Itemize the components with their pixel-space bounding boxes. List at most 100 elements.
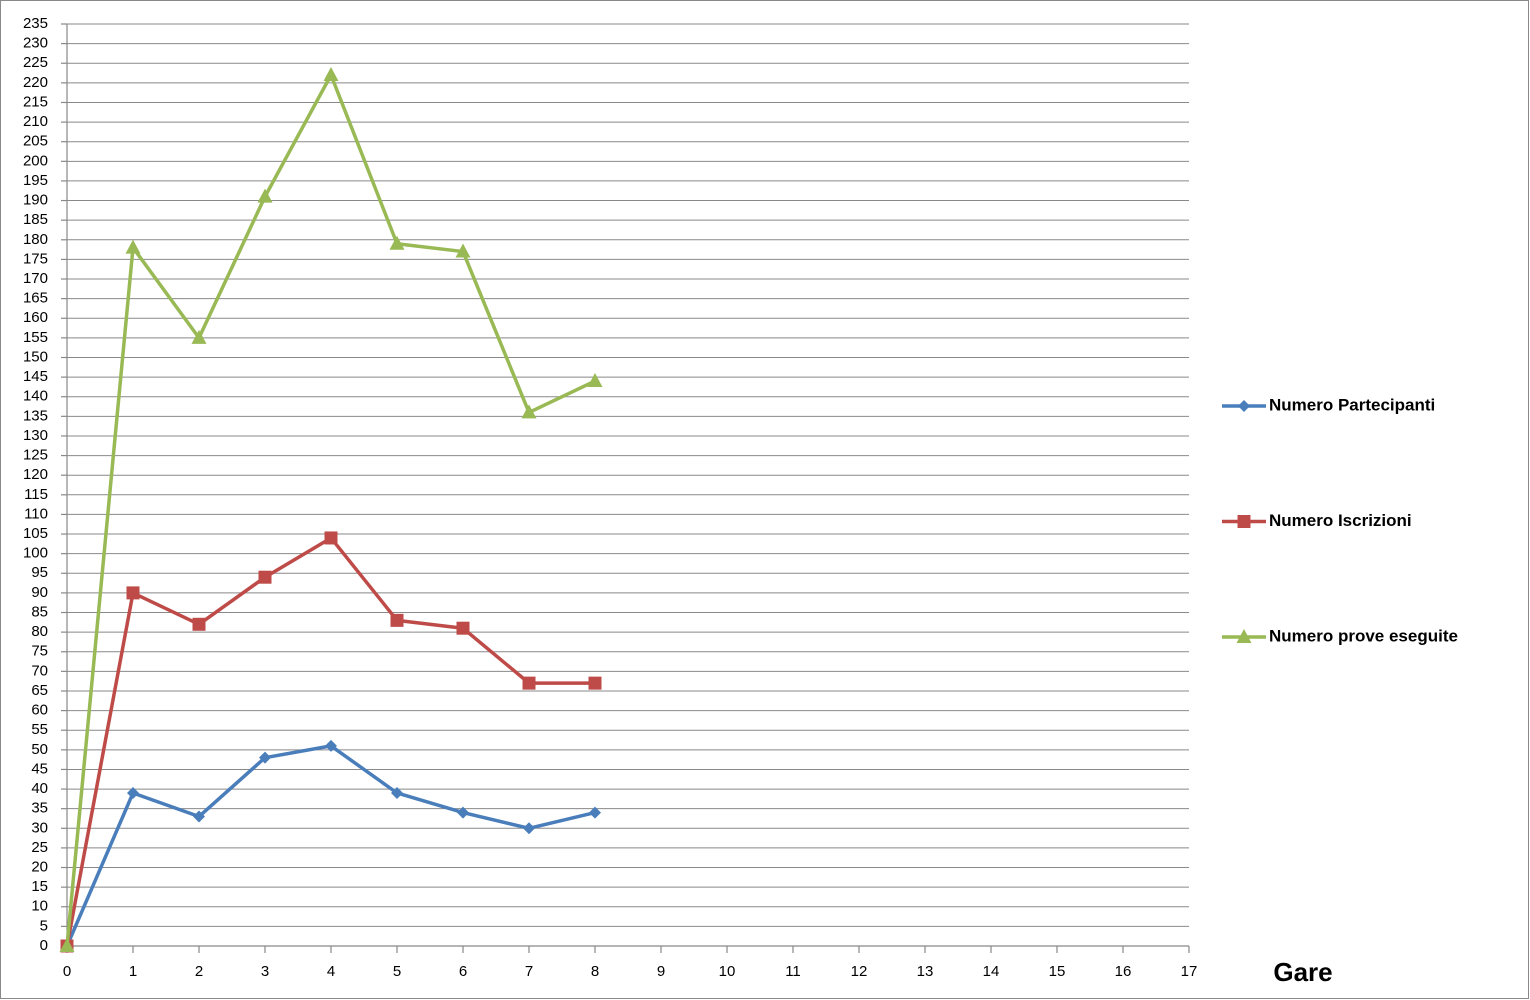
y-tick-label: 105 bbox=[23, 525, 48, 542]
y-tick-label: 160 bbox=[23, 309, 48, 326]
x-tick-label: 8 bbox=[591, 963, 599, 980]
x-tick-label: 12 bbox=[851, 963, 868, 980]
x-axis-label: Gare bbox=[1273, 957, 1332, 987]
x-tick-label: 5 bbox=[393, 963, 401, 980]
x-tick-label: 7 bbox=[525, 963, 533, 980]
x-tick-label: 4 bbox=[327, 963, 335, 980]
y-tick-label: 95 bbox=[31, 564, 48, 581]
marker bbox=[588, 676, 602, 690]
marker bbox=[389, 235, 405, 250]
marker bbox=[325, 739, 337, 752]
y-tick-label: 180 bbox=[23, 231, 48, 248]
y-tick-label: 185 bbox=[23, 211, 48, 228]
marker bbox=[324, 531, 338, 545]
marker bbox=[390, 613, 404, 627]
y-tick-label: 205 bbox=[23, 133, 48, 150]
x-tick-label: 9 bbox=[657, 963, 665, 980]
y-tick-label: 50 bbox=[31, 741, 48, 758]
marker bbox=[259, 751, 271, 764]
x-tick-label: 11 bbox=[785, 963, 801, 980]
x-tick-label: 2 bbox=[195, 963, 203, 980]
y-tick-label: 70 bbox=[31, 662, 48, 679]
y-tick-label: 25 bbox=[31, 839, 48, 856]
y-tick-label: 200 bbox=[23, 152, 48, 169]
marker bbox=[257, 188, 273, 203]
y-tick-label: 15 bbox=[31, 878, 48, 895]
x-tick-label: 1 bbox=[129, 963, 137, 980]
legend-label: Numero Partecipanti bbox=[1269, 395, 1435, 414]
marker bbox=[191, 329, 207, 344]
x-tick-label: 16 bbox=[1115, 963, 1132, 980]
marker bbox=[192, 617, 206, 631]
y-tick-label: 225 bbox=[23, 54, 48, 71]
x-tick-label: 10 bbox=[719, 963, 736, 980]
marker bbox=[457, 806, 469, 819]
legend-label: Numero Iscrizioni bbox=[1269, 511, 1412, 530]
y-tick-label: 125 bbox=[23, 447, 48, 464]
y-tick-label: 90 bbox=[31, 584, 48, 601]
series-line bbox=[65, 744, 596, 947]
marker bbox=[589, 806, 601, 819]
y-tick-label: 170 bbox=[23, 270, 48, 287]
y-tick-label: 45 bbox=[31, 760, 48, 777]
y-tick-label: 145 bbox=[23, 368, 48, 385]
y-tick-label: 5 bbox=[40, 917, 48, 934]
y-tick-label: 115 bbox=[24, 486, 48, 503]
y-tick-label: 235 bbox=[23, 15, 48, 32]
y-tick-label: 215 bbox=[23, 93, 48, 110]
x-tick-label: 6 bbox=[459, 963, 467, 980]
y-tick-label: 230 bbox=[23, 35, 48, 52]
y-tick-label: 220 bbox=[23, 74, 48, 91]
x-tick-label: 3 bbox=[261, 963, 269, 980]
legend-label: Numero prove eseguite bbox=[1269, 626, 1458, 645]
x-tick-label: 17 bbox=[1181, 963, 1198, 980]
marker bbox=[127, 786, 139, 799]
y-tick-label: 210 bbox=[23, 113, 48, 130]
y-tick-label: 140 bbox=[23, 388, 48, 405]
y-tick-label: 65 bbox=[31, 682, 48, 699]
y-tick-label: 155 bbox=[23, 329, 48, 346]
x-tick-label: 13 bbox=[917, 963, 934, 980]
x-tick-label: 0 bbox=[63, 963, 71, 980]
marker bbox=[1236, 629, 1252, 643]
y-tick-label: 20 bbox=[31, 859, 48, 876]
marker bbox=[258, 570, 272, 584]
marker bbox=[323, 67, 339, 82]
y-tick-label: 30 bbox=[31, 819, 48, 836]
marker bbox=[455, 243, 471, 258]
y-tick-label: 175 bbox=[23, 250, 48, 267]
y-tick-label: 110 bbox=[24, 505, 48, 522]
y-tick-label: 135 bbox=[23, 407, 48, 424]
series-line bbox=[65, 73, 596, 947]
y-tick-label: 150 bbox=[23, 348, 48, 365]
y-tick-label: 80 bbox=[31, 623, 48, 640]
marker bbox=[59, 938, 75, 952]
y-tick-label: 60 bbox=[31, 702, 48, 719]
y-tick-label: 35 bbox=[31, 800, 48, 817]
marker bbox=[1237, 515, 1251, 528]
y-tick-label: 195 bbox=[23, 172, 48, 189]
marker bbox=[522, 676, 536, 690]
y-tick-label: 55 bbox=[31, 721, 48, 738]
marker bbox=[587, 373, 603, 388]
y-tick-label: 40 bbox=[31, 780, 48, 797]
y-tick-label: 85 bbox=[31, 603, 48, 620]
y-tick-label: 190 bbox=[23, 192, 48, 209]
y-tick-label: 75 bbox=[31, 643, 48, 660]
marker bbox=[391, 786, 403, 799]
y-tick-label: 120 bbox=[23, 466, 48, 483]
marker bbox=[521, 404, 537, 419]
marker bbox=[126, 586, 140, 600]
marker bbox=[1238, 400, 1250, 412]
y-tick-label: 165 bbox=[23, 290, 48, 307]
x-tick-label: 14 bbox=[983, 963, 1000, 980]
marker bbox=[125, 239, 141, 254]
y-tick-label: 130 bbox=[23, 427, 48, 444]
x-tick-label: 15 bbox=[1049, 963, 1066, 980]
marker bbox=[193, 810, 205, 823]
y-tick-label: 0 bbox=[40, 937, 48, 954]
marker bbox=[523, 822, 535, 835]
marker bbox=[456, 621, 470, 635]
